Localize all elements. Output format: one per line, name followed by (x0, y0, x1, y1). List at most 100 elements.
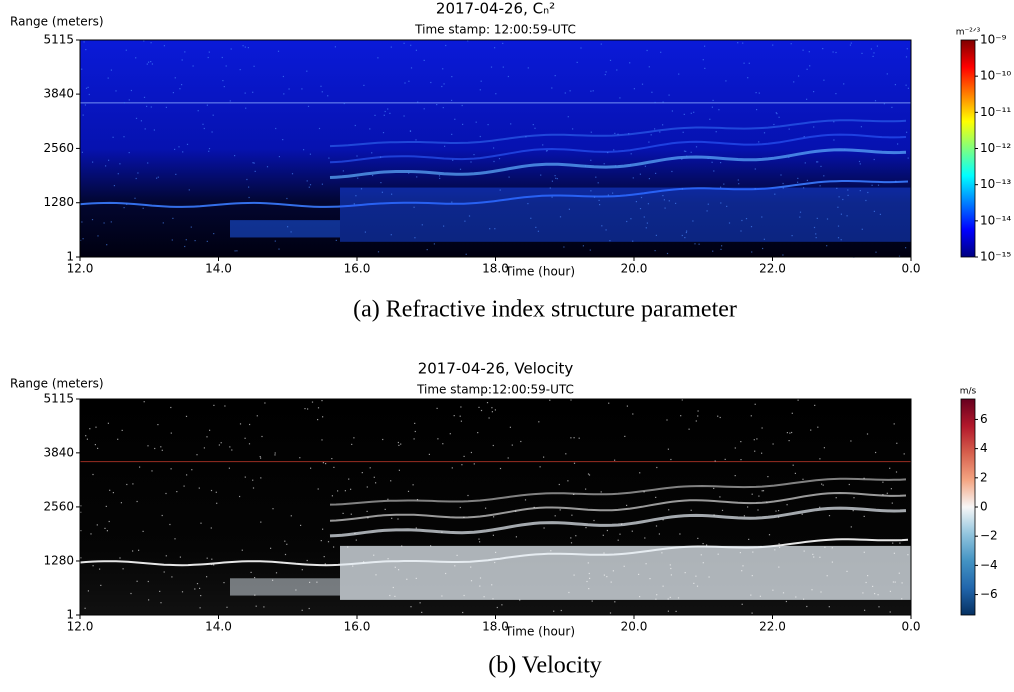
heatmap-speckle (615, 165, 617, 167)
heatmap-speckle (317, 488, 319, 490)
heatmap-speckle (321, 400, 323, 402)
heatmap-speckle (459, 415, 461, 417)
heatmap-speckle (242, 45, 244, 47)
heatmap-speckle (352, 565, 354, 567)
heatmap-speckle (737, 179, 739, 181)
heatmap-speckle (398, 444, 400, 446)
heatmap-speckle (683, 150, 686, 152)
heatmap-speckle (589, 577, 591, 579)
heatmap-speckle (213, 564, 215, 566)
heatmap-layer (329, 148, 907, 179)
heatmap-speckle (823, 175, 825, 177)
heatmap-speckle (499, 467, 502, 470)
heatmap-speckle (321, 183, 323, 185)
heatmap-speckle (82, 238, 84, 240)
heatmap-speckle (130, 89, 132, 92)
heatmap-speckle (274, 454, 276, 456)
heatmap-speckle (333, 466, 335, 468)
heatmap-speckle (684, 237, 686, 239)
heatmap-speckle (246, 178, 248, 181)
heatmap-speckle (188, 189, 190, 191)
heatmap-speckle (492, 444, 494, 447)
heatmap-speckle (390, 46, 392, 48)
heatmap-speckle (568, 591, 570, 594)
heatmap-speckle (134, 197, 136, 199)
heatmap-speckle (584, 165, 587, 167)
heatmap-speckle (90, 533, 92, 535)
heatmap-speckle (707, 157, 709, 159)
heatmap-speckle (720, 186, 722, 188)
heatmap-layer (329, 119, 907, 148)
heatmap-speckle (462, 123, 464, 125)
heatmap-speckle (126, 203, 128, 205)
heatmap-speckle (437, 438, 439, 440)
heatmap-speckle (87, 590, 89, 592)
heatmap-speckle (252, 479, 254, 481)
heatmap-speckle (551, 87, 553, 89)
heatmap-speckle (403, 42, 405, 44)
heatmap-speckle (821, 483, 823, 485)
heatmap-speckle (499, 189, 501, 191)
x-tick-label: 22.0 (759, 262, 786, 276)
heatmap-speckle (260, 477, 262, 479)
heatmap-speckle (307, 408, 309, 410)
heatmap-speckle (549, 187, 551, 189)
heatmap-speckle (867, 575, 869, 577)
heatmap-speckle (200, 522, 202, 524)
heatmap-speckle (849, 44, 851, 46)
heatmap-speckle (628, 133, 630, 135)
heatmap-speckle (774, 193, 776, 195)
heatmap-speckle (803, 550, 805, 552)
heatmap-layer (329, 477, 907, 506)
heatmap-speckle (84, 607, 86, 609)
x-axis-label: Time (hour) (504, 265, 575, 279)
heatmap-speckle (361, 472, 363, 474)
heatmap-speckle (284, 553, 287, 556)
x-tick-label: 18.0 (482, 262, 509, 276)
heatmap-speckle (695, 146, 698, 148)
heatmap-speckle (886, 73, 888, 75)
heatmap-speckle (391, 517, 393, 519)
heatmap-speckle (348, 478, 350, 480)
heatmap-speckle (681, 188, 683, 190)
heatmap-speckle (464, 220, 466, 222)
heatmap-speckle (590, 159, 592, 161)
heatmap-speckle (617, 539, 619, 541)
heatmap-speckle (301, 609, 303, 611)
heatmap-speckle (403, 115, 405, 117)
heatmap-speckle (87, 86, 89, 88)
heatmap-speckle (369, 467, 371, 469)
heatmap-speckle (387, 498, 389, 500)
heatmap-speckle (196, 583, 199, 585)
heatmap-speckle (603, 163, 605, 165)
heatmap-speckle (254, 594, 256, 596)
heatmap-speckle (110, 221, 112, 223)
heatmap-speckle (398, 469, 400, 471)
heatmap-speckle (397, 518, 399, 520)
heatmap-speckle (125, 49, 127, 51)
heatmap-speckle (907, 157, 909, 159)
heatmap-speckle (693, 111, 695, 113)
heatmap-speckle (390, 480, 392, 482)
y-tick-label: 5115 (43, 392, 74, 406)
heatmap-speckle (80, 505, 82, 507)
heatmap-speckle (873, 210, 875, 212)
heatmap-speckle (161, 514, 163, 517)
heatmap-speckle (614, 601, 616, 603)
heatmap-speckle (632, 413, 634, 415)
heatmap-speckle (174, 77, 176, 79)
heatmap-speckle (509, 426, 511, 428)
heatmap-speckle (467, 494, 469, 497)
heatmap-speckle (406, 578, 408, 580)
heatmap-speckle (559, 509, 561, 511)
heatmap-speckle (272, 508, 274, 510)
heatmap-speckle (833, 121, 835, 123)
heatmap-speckle (309, 153, 311, 155)
heatmap-speckle (479, 89, 481, 91)
heatmap-speckle (656, 594, 658, 596)
heatmap-speckle (785, 600, 787, 603)
heatmap-speckle (261, 435, 263, 438)
heatmap-speckle (83, 41, 85, 43)
heatmap-speckle (206, 436, 208, 438)
heatmap-speckle (645, 563, 647, 565)
